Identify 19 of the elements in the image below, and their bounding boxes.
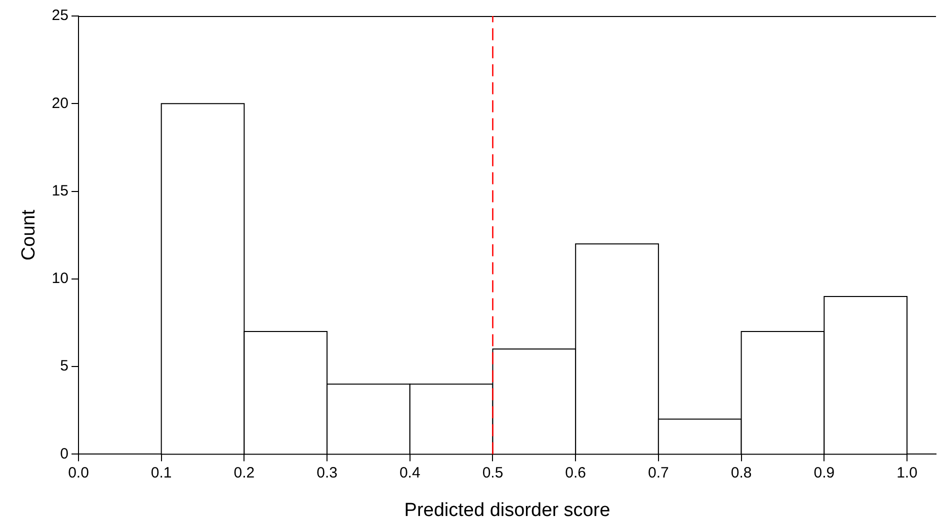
y-axis-title: Count — [18, 209, 40, 260]
y-tick-label: 15 — [52, 182, 68, 200]
y-tick-label: 25 — [52, 7, 68, 24]
x-tick-label: 0.6 — [565, 464, 586, 482]
x-tick-label: 0.7 — [648, 464, 669, 482]
y-tick-label: 20 — [52, 94, 68, 112]
x-tick-label: 0.8 — [730, 464, 752, 482]
x-tick-label: 0.2 — [234, 464, 255, 482]
x-tick-label: 0.9 — [814, 464, 835, 482]
x-tick-label: 0.1 — [150, 464, 172, 482]
x-tick-label: 0.3 — [316, 464, 338, 482]
x-tick-label: 0.4 — [399, 464, 420, 482]
x-axis-title: Predicted disorder score — [404, 500, 610, 521]
y-tick-label: 0 — [60, 445, 68, 462]
y-tick-label: 5 — [60, 358, 68, 375]
x-tick-label: 0.0 — [68, 464, 89, 482]
x-tick-label: 0.5 — [482, 464, 504, 482]
x-tick-label: 1.0 — [896, 464, 918, 482]
y-tick-label: 10 — [52, 270, 68, 288]
